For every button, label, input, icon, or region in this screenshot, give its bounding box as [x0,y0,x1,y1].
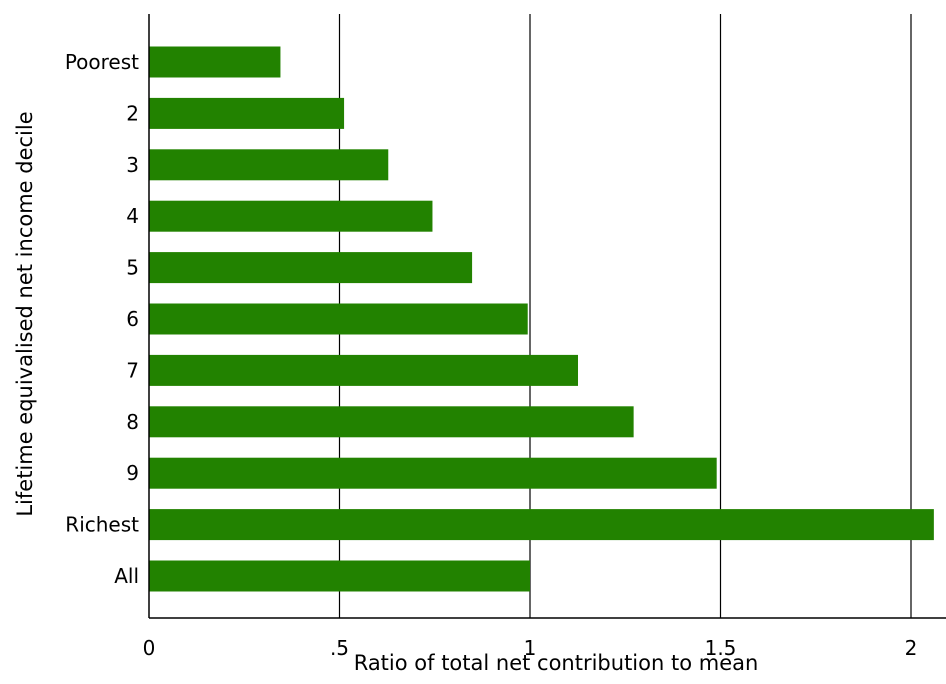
category-label: Poorest [65,50,139,74]
bar [149,252,473,284]
bar [149,457,717,489]
x-tick-label: 1.5 [705,636,737,660]
category-labels: Poorest 2 3 4 5 6 7 8 9 Richest All [65,50,139,588]
x-tick-label: 0 [143,636,156,660]
category-label: 5 [126,256,139,280]
category-label: 7 [126,358,139,382]
bar [149,149,389,181]
x-tick-label: 2 [905,636,918,660]
category-label: Richest [65,513,139,537]
bar [149,200,433,232]
bar [149,406,634,438]
bars [149,46,934,592]
category-label: 3 [126,153,139,177]
x-tick-label: .5 [330,636,349,660]
x-tick-labels: 0 .5 1 1.5 2 [143,636,918,660]
bar [149,509,934,541]
x-tick-label: 1 [524,636,537,660]
bar [149,46,281,78]
category-label: 2 [126,101,139,125]
axes [148,14,946,619]
x-axis-title: Ratio of total net contribution to mean [354,651,759,675]
category-label: 4 [126,204,139,228]
bar [149,354,579,386]
category-label: All [114,564,139,588]
bar [149,97,345,129]
category-label: 8 [126,410,139,434]
category-label: 6 [126,307,139,331]
bar [149,560,530,592]
y-axis-title: Lifetime equivalised net income decile [13,111,37,516]
category-label: 9 [126,461,139,485]
bar [149,303,528,335]
